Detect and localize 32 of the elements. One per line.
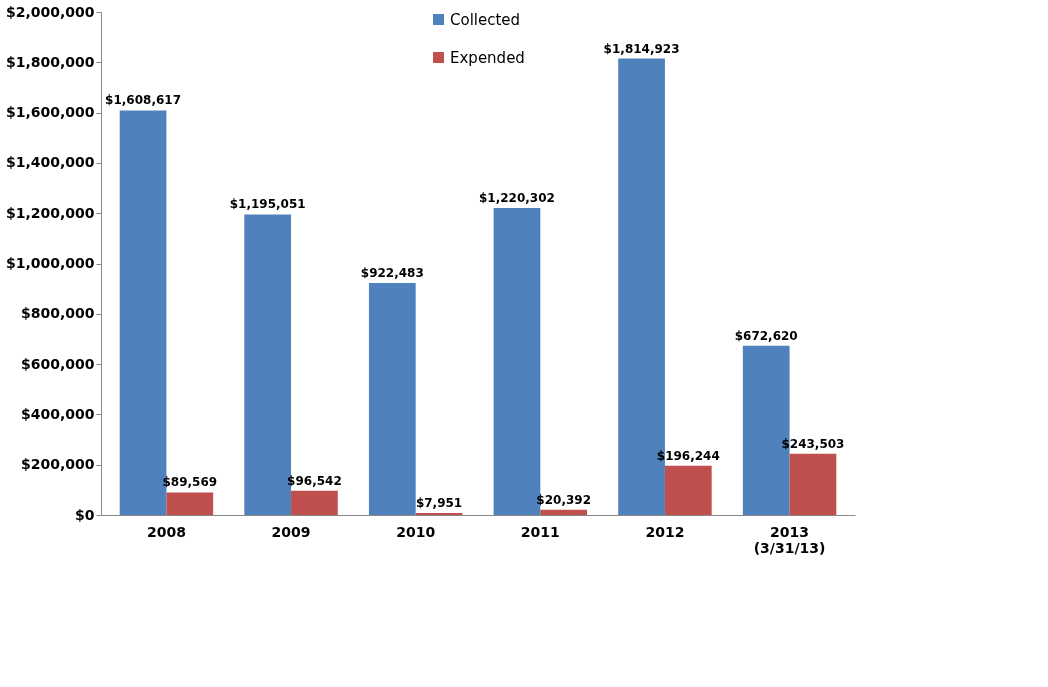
x-tick-label: 2010 <box>396 523 436 540</box>
x-tick-label: 2009 <box>271 523 311 540</box>
y-tick-label: $200,000 <box>20 456 95 473</box>
x-tick-label: 2012 <box>645 523 685 540</box>
y-tick-label: $600,000 <box>20 355 95 372</box>
data-label: $922,483 <box>360 266 424 280</box>
y-tick-label: $0 <box>75 506 95 523</box>
legend-label: Expended <box>450 48 525 67</box>
bar <box>789 453 837 515</box>
x-tick-label: 2013 (3/31/13) <box>753 523 826 556</box>
y-tick-label: $800,000 <box>20 305 95 322</box>
y-tick-label: $1,400,000 <box>5 154 95 171</box>
x-tick-label: 2008 <box>146 523 186 540</box>
bar <box>166 492 214 515</box>
bar <box>368 283 416 515</box>
data-label: $672,620 <box>734 328 798 343</box>
data-label: $1,195,051 <box>229 197 306 212</box>
y-tick-label: $2,000,000 <box>5 3 95 20</box>
data-label: $1,220,302 <box>478 191 555 206</box>
data-label: $1,814,923 <box>603 41 680 56</box>
legend-label: Collected <box>450 10 521 29</box>
y-tick-label: $400,000 <box>20 405 95 422</box>
data-label: $1,608,617 <box>105 93 182 108</box>
y-tick-label: $1,800,000 <box>5 53 95 70</box>
y-tick-label: $1,200,000 <box>5 204 95 221</box>
bar <box>664 465 712 515</box>
y-tick-label: $1,000,000 <box>5 255 95 271</box>
bar <box>291 490 338 515</box>
bar <box>540 509 588 515</box>
y-tick-label: $1,600,000 <box>5 104 95 121</box>
data-label: $7,951 <box>415 496 463 510</box>
x-tick-label: 2011 <box>520 523 560 540</box>
